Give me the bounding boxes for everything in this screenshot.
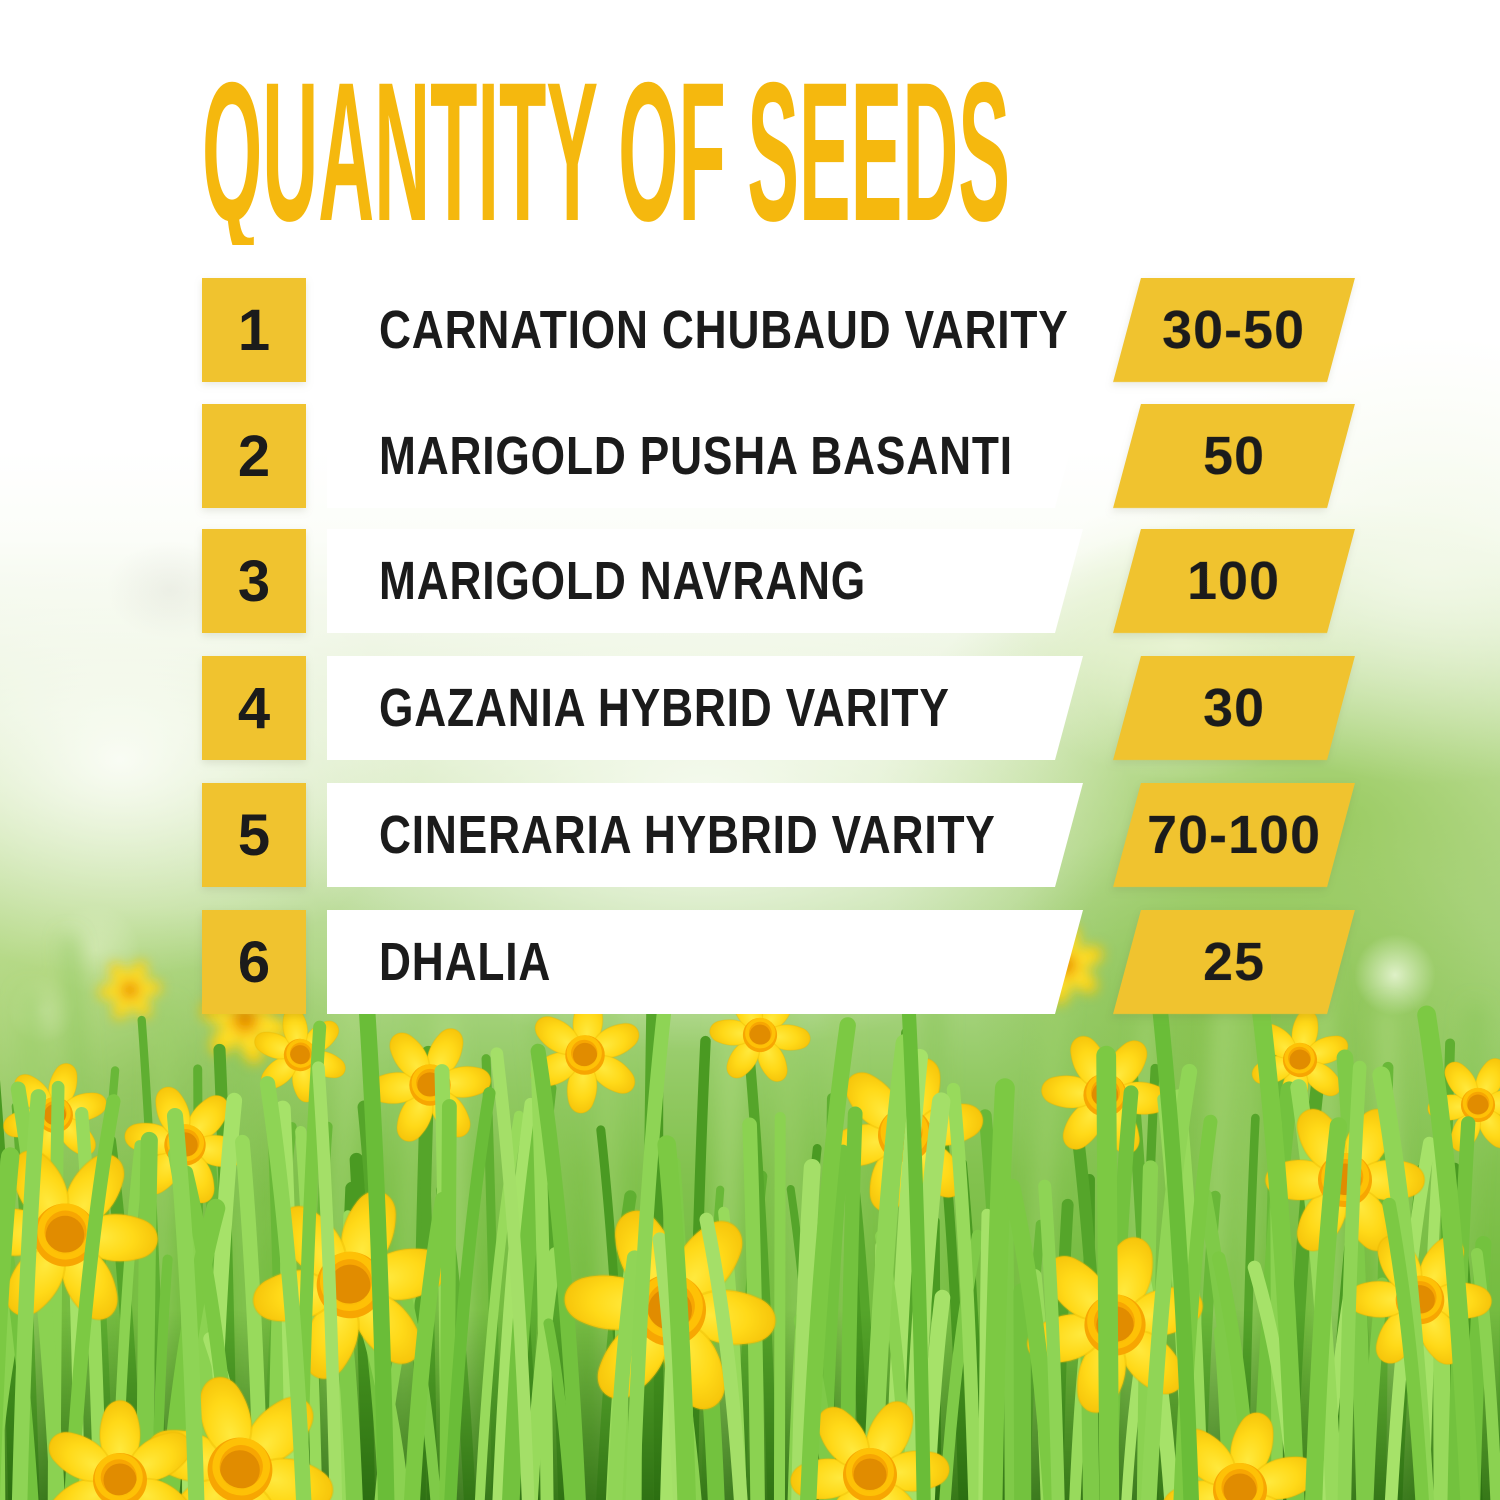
row-number: 2 — [237, 423, 271, 489]
page-title-wrap: QUANTITY OF SEEDS — [202, 41, 1032, 262]
row-name-bar: CINERARIA HYBRID VARITY — [327, 783, 1083, 887]
row-number-box: 1 — [202, 278, 306, 382]
row-number-box: 3 — [202, 529, 306, 633]
page-title-svg: QUANTITY OF SEEDS — [202, 41, 1010, 262]
quantity-badge: 70-100 — [1113, 783, 1355, 887]
row-number: 6 — [237, 929, 271, 995]
quantity-value: 25 — [1202, 932, 1266, 992]
quantity-value: 100 — [1187, 551, 1281, 611]
quantity-badge: 30 — [1113, 656, 1355, 760]
row-number: 1 — [237, 297, 271, 363]
row-name-bar: GAZANIA HYBRID VARITY — [327, 656, 1083, 760]
row-name-bar: CARNATION CHUBAUD VARITY — [327, 278, 1083, 382]
row-number-box: 2 — [202, 404, 306, 508]
table-row: 1 CARNATION CHUBAUD VARITY 30-50 — [0, 278, 1500, 382]
seed-name: CINERARIA HYBRID VARITY — [379, 805, 996, 865]
quantity-badge: 25 — [1113, 910, 1355, 1014]
table-row: 6 DHALIA 25 — [0, 910, 1500, 1014]
row-number: 5 — [237, 802, 271, 868]
seed-name: MARIGOLD PUSHA BASANTI — [379, 426, 1013, 486]
quantity-value: 30-50 — [1162, 300, 1306, 360]
row-number-box: 5 — [202, 783, 306, 887]
row-number: 4 — [237, 675, 271, 741]
seed-name: GAZANIA HYBRID VARITY — [379, 678, 950, 738]
quantity-value: 30 — [1202, 678, 1266, 738]
daffodil-meadow-illustration — [0, 880, 1500, 1500]
quantity-value: 50 — [1202, 426, 1266, 486]
table-row: 2 MARIGOLD PUSHA BASANTI 50 — [0, 404, 1500, 508]
table-row: 5 CINERARIA HYBRID VARITY 70-100 — [0, 783, 1500, 887]
quantity-badge: 30-50 — [1113, 278, 1355, 382]
page-title: QUANTITY OF SEEDS — [202, 70, 1010, 245]
row-number: 3 — [237, 548, 271, 614]
quantity-value: 70-100 — [1146, 805, 1322, 865]
seed-name: DHALIA — [379, 932, 552, 992]
row-name-bar: MARIGOLD NAVRANG — [327, 529, 1083, 633]
seed-name: MARIGOLD NAVRANG — [379, 551, 867, 611]
table-row: 3 MARIGOLD NAVRANG 100 — [0, 529, 1500, 633]
row-name-bar: MARIGOLD PUSHA BASANTI — [327, 404, 1083, 508]
quantity-badge: 50 — [1113, 404, 1355, 508]
row-number-box: 6 — [202, 910, 306, 1014]
seed-name: CARNATION CHUBAUD VARITY — [379, 300, 1069, 360]
quantity-badge: 100 — [1113, 529, 1355, 633]
table-row: 4 GAZANIA HYBRID VARITY 30 — [0, 656, 1500, 760]
row-name-bar: DHALIA — [327, 910, 1083, 1014]
row-number-box: 4 — [202, 656, 306, 760]
